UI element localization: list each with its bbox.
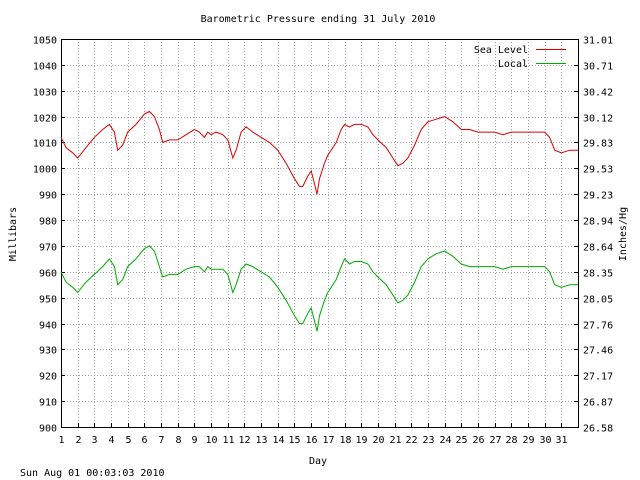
y-tick-label-right: 29.23 (583, 191, 613, 202)
legend-label: Local (498, 59, 528, 70)
x-tick-label: 12 (238, 435, 250, 446)
x-tick-label: 25 (455, 435, 467, 446)
y-tick-label-right: 30.12 (583, 114, 613, 125)
x-tick-label: 8 (175, 435, 181, 446)
y-tick-label-left: 1040 (33, 62, 57, 73)
y-tick-label-left: 900 (39, 424, 57, 435)
x-tick-label: 3 (91, 435, 97, 446)
x-tick-label: 7 (158, 435, 164, 446)
y-tick-label-right: 28.94 (583, 217, 613, 228)
x-tick-label: 1 (58, 435, 64, 446)
y-tick-label-right: 30.42 (583, 88, 613, 99)
y-tick-label-right: 26.58 (583, 424, 613, 435)
series-line-sea-level (60, 110, 578, 195)
y-tick-label-right: 29.53 (583, 165, 613, 176)
y-tick-label-right: 29.83 (583, 139, 613, 150)
y-tick-label-right: 31.01 (583, 36, 613, 47)
x-tick-label: 30 (539, 435, 551, 446)
y-tick-label-left: 910 (39, 398, 57, 409)
y-tick-label-right: 27.76 (583, 321, 613, 332)
x-tick-label: 17 (322, 435, 334, 446)
y-tick-label-left: 970 (39, 243, 57, 254)
y-tick-label-left: 960 (39, 269, 57, 280)
y-tick-label-left: 920 (39, 372, 57, 383)
series-line-local (60, 245, 578, 332)
x-tick-label: 15 (288, 435, 300, 446)
y-tick-label-right: 28.05 (583, 295, 613, 306)
x-tick-label: 26 (472, 435, 484, 446)
x-axis-label: Day (309, 456, 327, 467)
plot-frame (61, 39, 579, 428)
y-tick-label-left: 950 (39, 295, 57, 306)
x-tick-label: 19 (355, 435, 367, 446)
y-tick-label-left: 930 (39, 346, 57, 357)
y-tick-label-left: 990 (39, 191, 57, 202)
y-tick-label-left: 1030 (33, 88, 57, 99)
x-tick-label: 22 (405, 435, 417, 446)
chart-title: Barometric Pressure ending 31 July 2010 (201, 14, 436, 25)
x-tick-label: 14 (272, 435, 284, 446)
x-tick-label: 23 (422, 435, 434, 446)
y-tick-label-right: 27.46 (583, 346, 613, 357)
y-tick-label-left: 980 (39, 217, 57, 228)
y-tick-label-right: 27.17 (583, 372, 613, 383)
x-tick-label: 6 (141, 435, 147, 446)
x-tick-label: 13 (255, 435, 267, 446)
y-tick-label-right: 30.71 (583, 62, 613, 73)
y-tick-label-left: 1050 (33, 36, 57, 47)
y-tick-label-right: 26.87 (583, 398, 613, 409)
x-tick-label: 5 (125, 435, 131, 446)
x-tick-label: 27 (489, 435, 501, 446)
y-axis-label-left: Millibars (8, 207, 19, 261)
x-tick-label: 11 (222, 435, 234, 446)
x-tick-label: 9 (191, 435, 197, 446)
x-tick-label: 10 (205, 435, 217, 446)
x-tick-label: 31 (555, 435, 567, 446)
y-tick-label-right: 28.35 (583, 269, 613, 280)
y-axis-label-right: Inches/Hg (618, 207, 629, 261)
legend-label: Sea Level (474, 45, 528, 56)
x-tick-label: 29 (522, 435, 534, 446)
x-tick-label: 21 (389, 435, 401, 446)
x-tick-label: 24 (439, 435, 451, 446)
y-tick-label-left: 1010 (33, 139, 57, 150)
x-tick-label: 18 (339, 435, 351, 446)
y-tick-label-left: 1000 (33, 165, 57, 176)
y-tick-label-left: 940 (39, 321, 57, 332)
x-tick-label: 2 (75, 435, 81, 446)
x-tick-label: 4 (108, 435, 114, 446)
x-tick-label: 28 (505, 435, 517, 446)
y-tick-label-right: 28.64 (583, 243, 613, 254)
y-tick-label-left: 1020 (33, 114, 57, 125)
timestamp: Sun Aug 01 00:03:03 2010 (20, 468, 165, 479)
x-tick-label: 16 (305, 435, 317, 446)
x-tick-label: 20 (372, 435, 384, 446)
